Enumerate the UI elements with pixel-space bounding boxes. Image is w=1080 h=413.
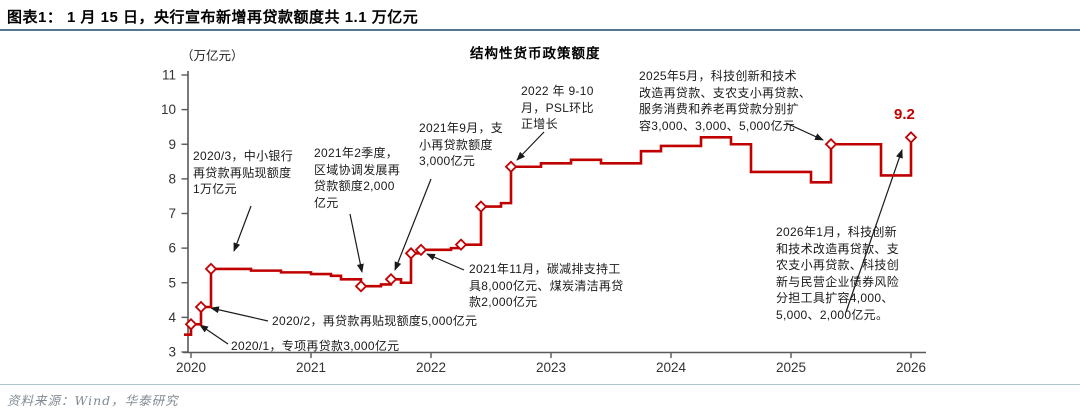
data-point-marker (384, 273, 398, 286)
annotation-arrow (199, 324, 229, 345)
data-point-marker (184, 318, 198, 331)
annotation-arrow (516, 131, 545, 161)
annotation-arrow (233, 205, 252, 252)
y-tick-label: 6 (168, 241, 176, 256)
y-tick-label: 4 (168, 310, 176, 325)
data-point-marker (204, 262, 218, 276)
data-point-marker (474, 200, 488, 213)
annotation-arrow (349, 213, 364, 273)
chart-annotation-a4: 2022 年 9-10 月，PSL环比 正增长 (521, 84, 594, 131)
x-tick-label: 2020 (176, 360, 206, 375)
chart-annotation-a6: 2021年11月，碳减排支持工 具8,000亿元、煤炭清洁再贷 款2,000亿元 (469, 262, 624, 309)
annotation-arrow (845, 149, 903, 313)
annotation-arrow (426, 253, 465, 271)
x-tick-label: 2021 (296, 360, 326, 375)
y-tick-label: 11 (162, 68, 176, 83)
y-tick-label: 3 (168, 345, 176, 360)
y-axis-unit-label: （万亿元） (181, 49, 244, 63)
y-tick-label: 5 (168, 275, 176, 290)
data-point-marker (904, 131, 918, 144)
data-point-marker (194, 300, 208, 314)
latest-value-label: 9.2 (894, 106, 915, 123)
chart-annotation-a3: 2021年9月，支 小再贷款额度 3,000亿元 (419, 121, 504, 168)
chart-annotation-a1: 2020/3，中小银行 再贷款再贴现额度 1万亿元 (193, 149, 294, 196)
annotation-arrow (394, 178, 432, 271)
chart-annotation-a8: 2020/1，专项再贷款3,000亿元 (231, 339, 400, 353)
y-tick-label: 10 (161, 102, 176, 117)
x-tick-label: 2023 (536, 360, 566, 375)
figure-title: 图表1： 1 月 15 日，央行宣布新增再贷款额度共 1.1 万亿元 (7, 9, 419, 26)
y-tick-label: 9 (168, 137, 176, 152)
x-tick-label: 2026 (896, 360, 926, 375)
y-tick-label: 7 (168, 206, 176, 221)
data-point-marker (454, 238, 468, 251)
x-tick-label: 2024 (656, 360, 687, 375)
data-point-marker (414, 243, 428, 257)
data-point-marker (824, 137, 838, 151)
chart-title: 结构性货币政策额度 (470, 46, 601, 61)
footer-divider (0, 384, 1080, 385)
annotation-arrow (210, 306, 269, 322)
source-note: 资料来源：Wind，华泰研究 (7, 393, 179, 408)
title-divider (0, 29, 1080, 31)
chart-annotation-a9: 2026年1月，科技创新 和技术改造再贷款、支 农支小再贷款、科技创 新与民营企… (776, 225, 900, 322)
data-point-marker (354, 279, 368, 293)
chart-annotation-a7: 2020/2，再贷款再贴现额度5,000亿元 (272, 314, 478, 328)
data-point-marker (504, 160, 518, 174)
y-tick-label: 8 (168, 171, 176, 186)
x-tick-label: 2022 (416, 360, 446, 375)
x-tick-label: 2025 (776, 360, 806, 375)
data-point-marker (404, 247, 418, 260)
chart-annotation-a2: 2021年2季度， 区域协调发展再 贷款额度2,000 亿元 (314, 146, 401, 210)
chart-annotation-a5: 2025年5月，科技创新和技术 改造再贷款、支农支小再贷款、 服务消费和养老再贷… (639, 69, 812, 133)
annotation-arrow (785, 122, 824, 141)
